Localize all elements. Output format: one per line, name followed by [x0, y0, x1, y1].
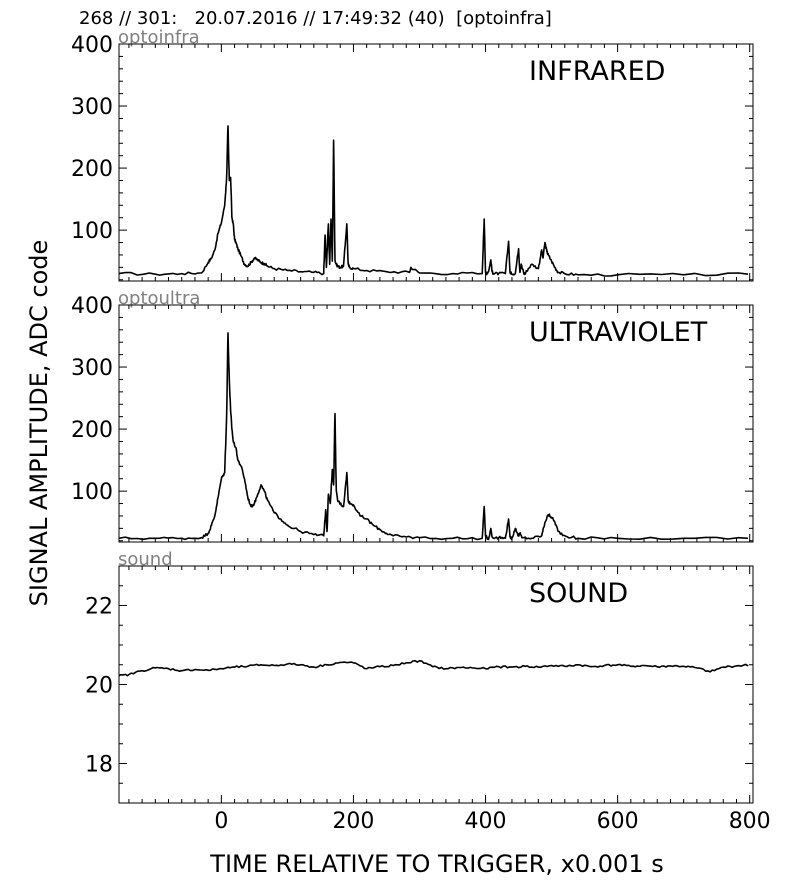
y-tick-label: 100: [71, 480, 113, 505]
signal-trace-sound: [119, 659, 749, 677]
signal-trace-infrared: [119, 125, 749, 277]
y-tick-label: 400: [71, 294, 113, 319]
x-tick-label: 200: [332, 809, 374, 834]
x-tick-label: 600: [597, 809, 639, 834]
x-tick-label: 800: [729, 809, 771, 834]
panel-sublabel: sound: [118, 549, 173, 570]
y-tick-label: 300: [71, 95, 113, 120]
y-tick-label: 200: [71, 157, 113, 182]
x-tick-label: 400: [465, 809, 507, 834]
panel-sublabel: optoinfra: [118, 27, 200, 48]
y-tick-label: 400: [71, 33, 113, 58]
panel-title: ULTRAVIOLET: [529, 317, 708, 348]
plot-frame: [118, 43, 754, 282]
chart-header: 268 // 301: 20.07.2016 // 17:49:32 (40) …: [79, 8, 552, 29]
panel-sound: sound 18 20 22 SOUND: [85, 549, 754, 804]
panel-sublabel: optoultra: [118, 288, 200, 309]
x-axis-label: TIME RELATIVE TO TRIGGER, x0.001 s: [209, 850, 663, 878]
panel-ultraviolet: optoultra 100 200 300 400 ULTRAVIOLET: [71, 288, 754, 543]
y-tick-label: 200: [71, 418, 113, 443]
y-tick-label: 20: [85, 674, 113, 699]
panel-title: SOUND: [529, 578, 628, 609]
y-tick-label: 18: [85, 753, 113, 778]
x-tick-label: 0: [214, 809, 228, 834]
signal-trace-ultraviolet: [119, 332, 749, 541]
plot-frame: [118, 304, 754, 543]
plot-frame: [118, 565, 754, 804]
y-axis-label: SIGNAL AMPLITUDE, ADC code: [25, 240, 53, 607]
panel-title: INFRARED: [529, 56, 665, 87]
panel-infrared: optoinfra 100 200 300 400 INFRARED: [71, 27, 754, 282]
y-tick-label: 22: [85, 595, 113, 620]
y-tick-label: 300: [71, 356, 113, 381]
x-tick-labels: 0 200 400 600 800: [214, 809, 770, 834]
panels-layer: optoinfra 100 200 300 400 INFRARED optoultra 10…: [71, 27, 754, 804]
y-tick-label: 100: [71, 219, 113, 244]
